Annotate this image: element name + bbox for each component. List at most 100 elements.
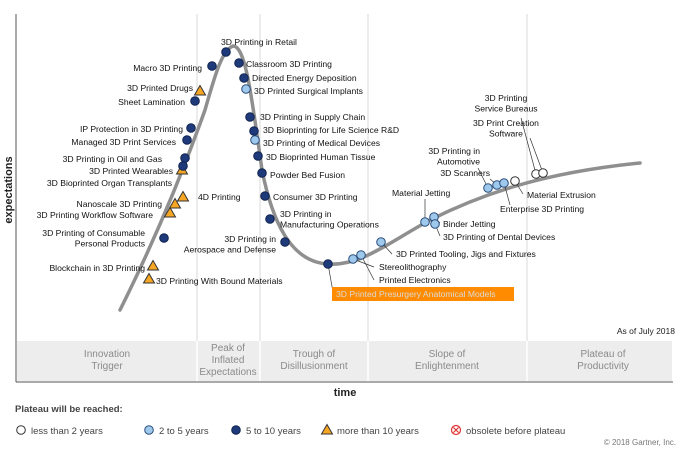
technology-3d-printing-workflow-software: 3D Printing Workflow Software xyxy=(37,206,177,220)
legend-label: more than 10 years xyxy=(337,426,419,437)
legend-item-obs: obsolete before plateau xyxy=(450,424,565,437)
technology-powder-bed-fusion: Powder Bed Fusion xyxy=(257,168,345,180)
phase-innovation-trigger: Innovation Trigger xyxy=(84,349,130,372)
phase-dividers xyxy=(196,14,528,341)
legend-marker xyxy=(450,424,462,436)
legend-marker xyxy=(320,423,334,435)
technology-marker xyxy=(253,151,263,161)
technology-marker xyxy=(420,217,430,227)
technology-label: Printed Electronics xyxy=(379,275,451,285)
technology-label: 4D Printing xyxy=(198,192,241,202)
technology-marker xyxy=(190,96,200,106)
technology-classroom-3d-printing: Classroom 3D Printing xyxy=(234,58,332,69)
technology-marker xyxy=(430,219,440,229)
technology-label: 3D Printing in Retail xyxy=(221,37,297,47)
technology-marker xyxy=(180,153,190,163)
leader-line xyxy=(520,117,537,175)
technology-marker xyxy=(265,214,275,224)
technology-3d-printed-tooling-jigs-and-fixtures: 3D Printed Tooling, Jigs and Fixtures xyxy=(376,237,536,259)
technology-marker xyxy=(245,112,255,122)
legend-marker xyxy=(144,425,154,435)
technology-marker xyxy=(239,73,249,83)
technology-marker xyxy=(280,237,290,247)
technology-macro-3d-printing: Macro 3D Printing xyxy=(133,61,217,73)
technology-marker xyxy=(221,47,231,57)
technology-label: 3D Printing Service Bureaus xyxy=(474,93,537,114)
legend-title: Plateau will be reached: xyxy=(15,404,123,415)
technology-3d-printed-drugs: 3D Printed Drugs xyxy=(127,83,207,96)
technology-marker xyxy=(178,161,188,171)
legend-item-2to5: 2 to 5 years xyxy=(144,425,209,437)
phase-band xyxy=(17,341,672,381)
technology-3d-bioprinting-for-life-science-r-d: 3D Bioprinting for Life Science R&D xyxy=(249,125,399,136)
technology-label: IP Protection in 3D Printing xyxy=(80,124,183,134)
phase-plateau: Plateau of Productivity xyxy=(577,349,629,372)
technology-label: Managed 3D Print Services xyxy=(71,137,176,147)
technology-managed-3d-print-services: Managed 3D Print Services xyxy=(71,135,192,147)
technology-blockchain-in-3d-printing: Blockchain in 3D Printing xyxy=(49,259,160,273)
technology-marker xyxy=(186,123,196,133)
technology-3d-printed-surgical-implants: 3D Printed Surgical Implants xyxy=(241,84,363,96)
technology-3d-printing-in-oil-and-gas: 3D Printing in Oil and Gas xyxy=(63,153,190,164)
phase-peak: Peak of Inflated Expectations xyxy=(199,343,256,378)
technology-label: 3D Printed Tooling, Jigs and Fixtures xyxy=(396,249,536,259)
technology-marker xyxy=(193,84,207,96)
technology-directed-energy-deposition: Directed Energy Deposition xyxy=(239,73,357,83)
legend-marker xyxy=(231,425,241,435)
technology-marker xyxy=(241,84,251,94)
copyright: © 2018 Gartner, Inc. xyxy=(604,438,676,447)
technology-marker xyxy=(499,178,509,188)
technology-stereolithography: Stereolithography xyxy=(348,254,447,272)
technology-printed-electronics: Printed Electronics xyxy=(356,250,451,285)
technology-marker xyxy=(168,197,182,209)
y-axis-title: expectations xyxy=(3,156,15,223)
technology-material-jetting: Material Jetting xyxy=(392,188,450,227)
technology-marker xyxy=(146,259,160,271)
technology-marker xyxy=(348,254,358,264)
technology-label: 3D Printed Surgical Implants xyxy=(254,86,363,96)
technology-3d-printing-in-supply-chain: 3D Printing in Supply Chain xyxy=(245,112,365,122)
technology-label: 3D Printing of Medical Devices xyxy=(263,138,380,148)
highlight-box xyxy=(332,287,514,301)
technology-marker xyxy=(483,183,493,193)
technology-3d-printing-in-aerospace-and-defense: 3D Printing in Aerospace and Defense xyxy=(184,234,290,255)
technology-label: Consumer 3D Printing xyxy=(273,192,358,202)
technology-label: 3D Print Creation Software xyxy=(473,118,539,139)
technology-3d-printing-in-retail: 3D Printing in Retail xyxy=(221,37,297,57)
technology-label: Binder Jetting xyxy=(443,219,496,229)
technology-marker xyxy=(142,272,156,284)
technology-label: 3D Bioprinting for Life Science R&D xyxy=(263,125,399,135)
legend-marker xyxy=(16,425,26,435)
technology-label: Nanoscale 3D Printing xyxy=(76,199,162,209)
technology-3d-printing-in-automotive: 3D Printing in Automotive xyxy=(428,146,493,193)
technology-marker xyxy=(182,135,192,145)
technology-marker xyxy=(234,58,244,68)
leader-line xyxy=(529,137,544,174)
technology-marker xyxy=(257,168,267,178)
legend-item-gt10: more than 10 years xyxy=(320,423,419,437)
phase-trough: Trough of Disillusionment xyxy=(280,349,347,372)
technology-label: Enterprise 3D Printing xyxy=(500,204,584,214)
technology-marker xyxy=(249,126,259,136)
markers-layer: 3D Printing With Bound Materials Blockcha… xyxy=(37,37,596,301)
technology-3d-printing-of-medical-devices: 3D Printing of Medical Devices xyxy=(250,135,380,148)
legend-item-lt2: less than 2 years xyxy=(16,425,103,437)
technology-label: 3D Printing With Bound Materials xyxy=(156,276,283,286)
technology-label: 3D Printed Wearables xyxy=(89,166,173,176)
technology-ip-protection-in-3d-printing: IP Protection in 3D Printing xyxy=(80,123,196,134)
technology-label: 3D Scanners xyxy=(440,168,490,178)
technology-label: Blockchain in 3D Printing xyxy=(49,263,145,273)
as-of-note: As of July 2018 xyxy=(617,326,675,336)
technology-marker xyxy=(323,259,333,269)
technology-enterprise-3d-printing: Enterprise 3D Printing xyxy=(499,178,584,214)
technology-label: 3D Printing in Manufacturing Operations xyxy=(280,209,379,230)
technology-marker xyxy=(159,233,169,243)
technology-label: 3D Bioprinted Organ Transplants xyxy=(47,178,172,188)
technology-3d-printed-presurgery-anatomical-models: 3D Printed Presurgery Anatomical Models xyxy=(323,259,514,301)
technology-4d-printing: 4D Printing xyxy=(176,190,241,202)
technology-marker xyxy=(538,168,548,178)
technology-sheet-lamination: Sheet Lamination xyxy=(118,96,200,107)
technology-marker xyxy=(510,176,520,186)
technology-label: Stereolithography xyxy=(379,262,447,272)
